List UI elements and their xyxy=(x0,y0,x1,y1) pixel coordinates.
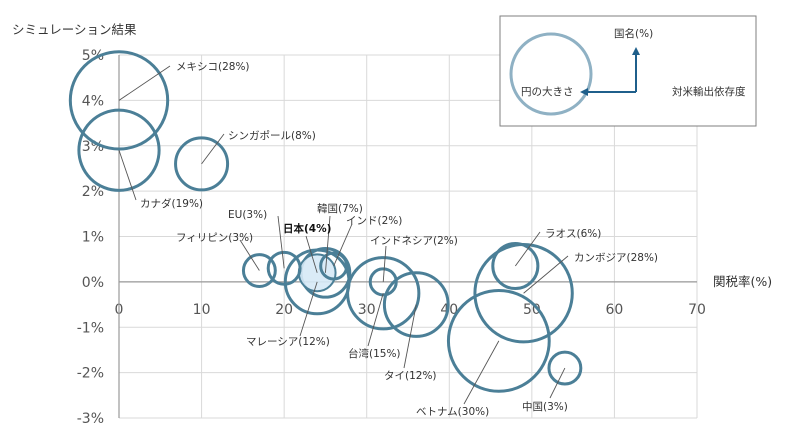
legend-circle-icon xyxy=(509,32,593,116)
leader-line-カンボジア xyxy=(523,255,569,294)
bubble-label-台湾: 台湾(15%) xyxy=(348,347,401,360)
bubble-label-インドネシア: インドネシア(2%) xyxy=(370,235,458,247)
bubble-label-インド: インド(2%) xyxy=(346,215,402,227)
y-axis-title: シミュレーション結果 xyxy=(12,22,137,37)
bubble-ベトナム xyxy=(446,288,551,393)
x-tick-label: 60 xyxy=(606,302,624,318)
leader-line-フィリピン xyxy=(239,239,260,271)
y-tick-label: 4% xyxy=(82,93,104,109)
bubble-label-ラオス: ラオス(6%) xyxy=(545,228,601,240)
x-tick-label: 70 xyxy=(688,302,706,318)
y-tick-label: 0% xyxy=(82,275,104,291)
leader-line-中国 xyxy=(549,367,566,399)
leader-line-マレーシア xyxy=(299,281,318,337)
arrow-left-head-icon xyxy=(580,88,588,96)
x-tick-label: 10 xyxy=(193,302,211,318)
axes: 0102030405060705%4%3%2%1%0%-1%-2%-3% xyxy=(77,48,706,427)
bubble-ラオス xyxy=(491,241,540,291)
x-axis-title: 関税率(%) xyxy=(713,274,772,289)
bubble-フィリピン xyxy=(241,253,277,288)
bubble-タイ xyxy=(382,271,450,338)
arrow-up-head-icon xyxy=(632,47,640,55)
leader-line-EU xyxy=(277,215,285,269)
bubble-label-タイ: タイ(12%) xyxy=(384,370,437,382)
bubble-label-カナダ: カナダ(19%) xyxy=(140,197,203,210)
bubble-label-フィリピン: フィリピン(3%) xyxy=(176,232,253,244)
bubble-メキシコ xyxy=(68,50,170,151)
leader-line-カナダ xyxy=(118,150,137,201)
bubble-label-韓国: 韓国(7%) xyxy=(317,203,363,215)
leader-line-インド xyxy=(333,223,353,267)
y-tick-label: 3% xyxy=(82,139,104,155)
legend-up-label: 国名(%) xyxy=(614,27,653,40)
bubble-label-メキシコ: メキシコ(28%) xyxy=(176,61,250,73)
leader-lines xyxy=(118,65,569,405)
bubble-インドネシア xyxy=(368,267,398,297)
bubble-label-マレーシア: マレーシア(12%) xyxy=(246,336,330,348)
bubble-label-中国: 中国(3%) xyxy=(522,400,568,413)
legend-box: 円の大きさ 国名(%) 対米輸出依存度 xyxy=(499,15,757,127)
legend-arrow-label: 対米輸出依存度 xyxy=(672,85,746,98)
y-tick-label: 1% xyxy=(82,230,104,246)
leader-line-韓国 xyxy=(324,215,331,273)
leader-line-タイ xyxy=(403,304,417,369)
bubble-labels: ベトナム(30%) メキシコ(28%) カンボジア(28%) カナダ(19%) 台湾(1… xyxy=(140,61,658,418)
bubble-label-EU: EU(3%) xyxy=(228,209,267,221)
leader-line-ラオス xyxy=(514,231,541,267)
bubble-シンガポール xyxy=(174,136,230,192)
leader-line-メキシコ xyxy=(118,65,171,101)
bubble-カナダ xyxy=(77,108,161,192)
leader-line-ベトナム xyxy=(463,340,500,405)
y-tick-label: 2% xyxy=(82,184,104,200)
x-tick-label: 40 xyxy=(440,302,458,318)
bubble-label-日本: 日本(4%) xyxy=(283,222,331,235)
x-tick-label: 20 xyxy=(275,302,293,318)
legend-circle-label: 円の大きさ xyxy=(521,85,574,98)
x-tick-label: 30 xyxy=(358,302,376,318)
bubble-中国 xyxy=(547,350,583,386)
leader-line-インドネシア xyxy=(382,245,387,282)
leader-line-シンガポール xyxy=(201,133,225,165)
bubble-label-ベトナム: ベトナム(30%) xyxy=(416,406,489,418)
y-tick-label: 5% xyxy=(82,48,104,64)
y-tick-label: -1% xyxy=(77,320,104,336)
y-tick-label: -2% xyxy=(77,366,104,382)
leader-line-日本 xyxy=(305,235,318,273)
bubble-label-カンボジア: カンボジア(28%) xyxy=(574,252,658,264)
y-tick-label: -3% xyxy=(77,411,104,427)
bubble-EU xyxy=(266,250,302,286)
bubble-インド xyxy=(319,251,349,281)
leader-line-台湾 xyxy=(367,293,384,347)
bubble-label-シンガポール: シンガポール(8%) xyxy=(228,130,316,142)
